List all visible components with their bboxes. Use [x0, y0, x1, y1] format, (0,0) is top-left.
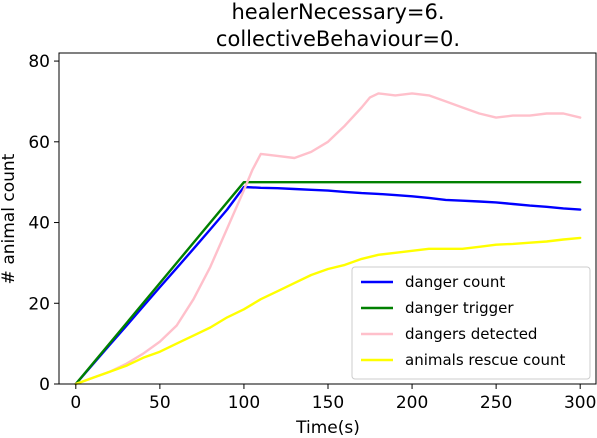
legend-label: danger trigger [405, 299, 514, 317]
x-tick-label: 300 [564, 393, 596, 413]
series-layer [74, 92, 582, 386]
x-tick-label: 150 [312, 393, 344, 413]
x-tick-label: 50 [149, 393, 171, 413]
legend-label: dangers detected [405, 325, 537, 343]
x-tick-label: 250 [480, 393, 512, 413]
axes-layer: 0 50 100 150 200 250 300 0 20 40 60 80 [28, 52, 597, 413]
series-line-4 [74, 236, 582, 386]
chart-title: healerNecessary=6. collectiveBehaviour=0… [216, 0, 460, 51]
x-tick-label: 0 [70, 393, 81, 413]
y-tick-label: 20 [28, 294, 50, 314]
x-axis-label: Time(s) [295, 418, 360, 438]
legend-label: danger count [405, 273, 505, 291]
series-line-3 [74, 92, 582, 386]
chart-title-line-1: healerNecessary=6. [231, 0, 444, 24]
series-line-2 [74, 180, 582, 386]
x-tick-label: 100 [228, 393, 260, 413]
y-tick-label: 40 [28, 214, 50, 234]
y-tick-label: 60 [28, 133, 50, 153]
series-line-1 [74, 185, 582, 386]
y-tick-label: 0 [39, 375, 50, 395]
x-tick-label: 200 [396, 393, 428, 413]
y-tick-label: 80 [28, 52, 50, 72]
y-axis-label: # animal count [0, 153, 19, 284]
legend-box [351, 266, 591, 380]
legend-label: animals rescue count [405, 351, 565, 369]
chart-title-line-2: collectiveBehaviour=0. [216, 27, 460, 51]
legend: danger count danger trigger dangers detect… [351, 266, 591, 380]
